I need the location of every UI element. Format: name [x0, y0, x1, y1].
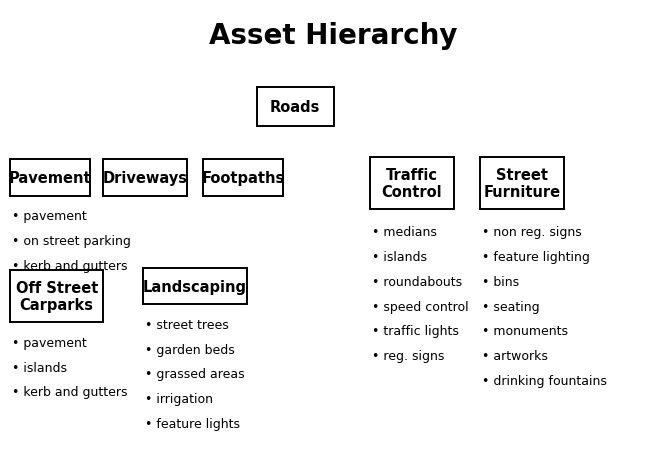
Text: Off Street
Carparks: Off Street Carparks: [15, 281, 98, 313]
Text: • on street parking: • on street parking: [12, 235, 131, 248]
Text: • irrigation: • irrigation: [145, 392, 213, 405]
Text: • islands: • islands: [12, 361, 67, 374]
Text: Street
Furniture: Street Furniture: [484, 168, 560, 200]
FancyBboxPatch shape: [10, 271, 103, 322]
FancyBboxPatch shape: [143, 268, 247, 304]
Text: • medians: • medians: [372, 226, 437, 239]
Text: • garden beds: • garden beds: [145, 343, 235, 356]
FancyBboxPatch shape: [370, 158, 454, 210]
FancyBboxPatch shape: [10, 160, 90, 196]
Text: Roads: Roads: [270, 100, 320, 115]
Text: Landscaping: Landscaping: [143, 279, 247, 294]
Text: • speed control: • speed control: [372, 300, 469, 313]
Text: • pavement: • pavement: [12, 336, 87, 349]
Text: • non reg. signs: • non reg. signs: [482, 226, 582, 239]
Text: • kerb and gutters: • kerb and gutters: [12, 259, 127, 272]
Text: Footpaths: Footpaths: [202, 170, 285, 186]
Text: • islands: • islands: [372, 250, 427, 263]
Text: Traffic
Control: Traffic Control: [382, 168, 442, 200]
Text: • pavement: • pavement: [12, 210, 87, 223]
Text: • seating: • seating: [482, 300, 540, 313]
Text: • roundabouts: • roundabouts: [372, 275, 462, 288]
Text: • street trees: • street trees: [145, 318, 229, 331]
Text: Pavement: Pavement: [9, 170, 91, 186]
Text: • bins: • bins: [482, 275, 520, 288]
Text: • traffic lights: • traffic lights: [372, 325, 459, 338]
FancyBboxPatch shape: [480, 158, 564, 210]
Text: • monuments: • monuments: [482, 325, 568, 338]
Text: • reg. signs: • reg. signs: [372, 350, 445, 363]
FancyBboxPatch shape: [257, 88, 334, 126]
Text: • grassed areas: • grassed areas: [145, 368, 245, 381]
Text: • drinking fountains: • drinking fountains: [482, 374, 607, 387]
FancyBboxPatch shape: [103, 160, 187, 196]
Text: • kerb and gutters: • kerb and gutters: [12, 386, 127, 399]
Text: Driveways: Driveways: [103, 170, 187, 186]
Text: • feature lights: • feature lights: [145, 417, 240, 430]
FancyBboxPatch shape: [203, 160, 283, 196]
Text: • feature lighting: • feature lighting: [482, 250, 590, 263]
Text: • artworks: • artworks: [482, 350, 548, 363]
Text: Asset Hierarchy: Asset Hierarchy: [209, 22, 458, 50]
